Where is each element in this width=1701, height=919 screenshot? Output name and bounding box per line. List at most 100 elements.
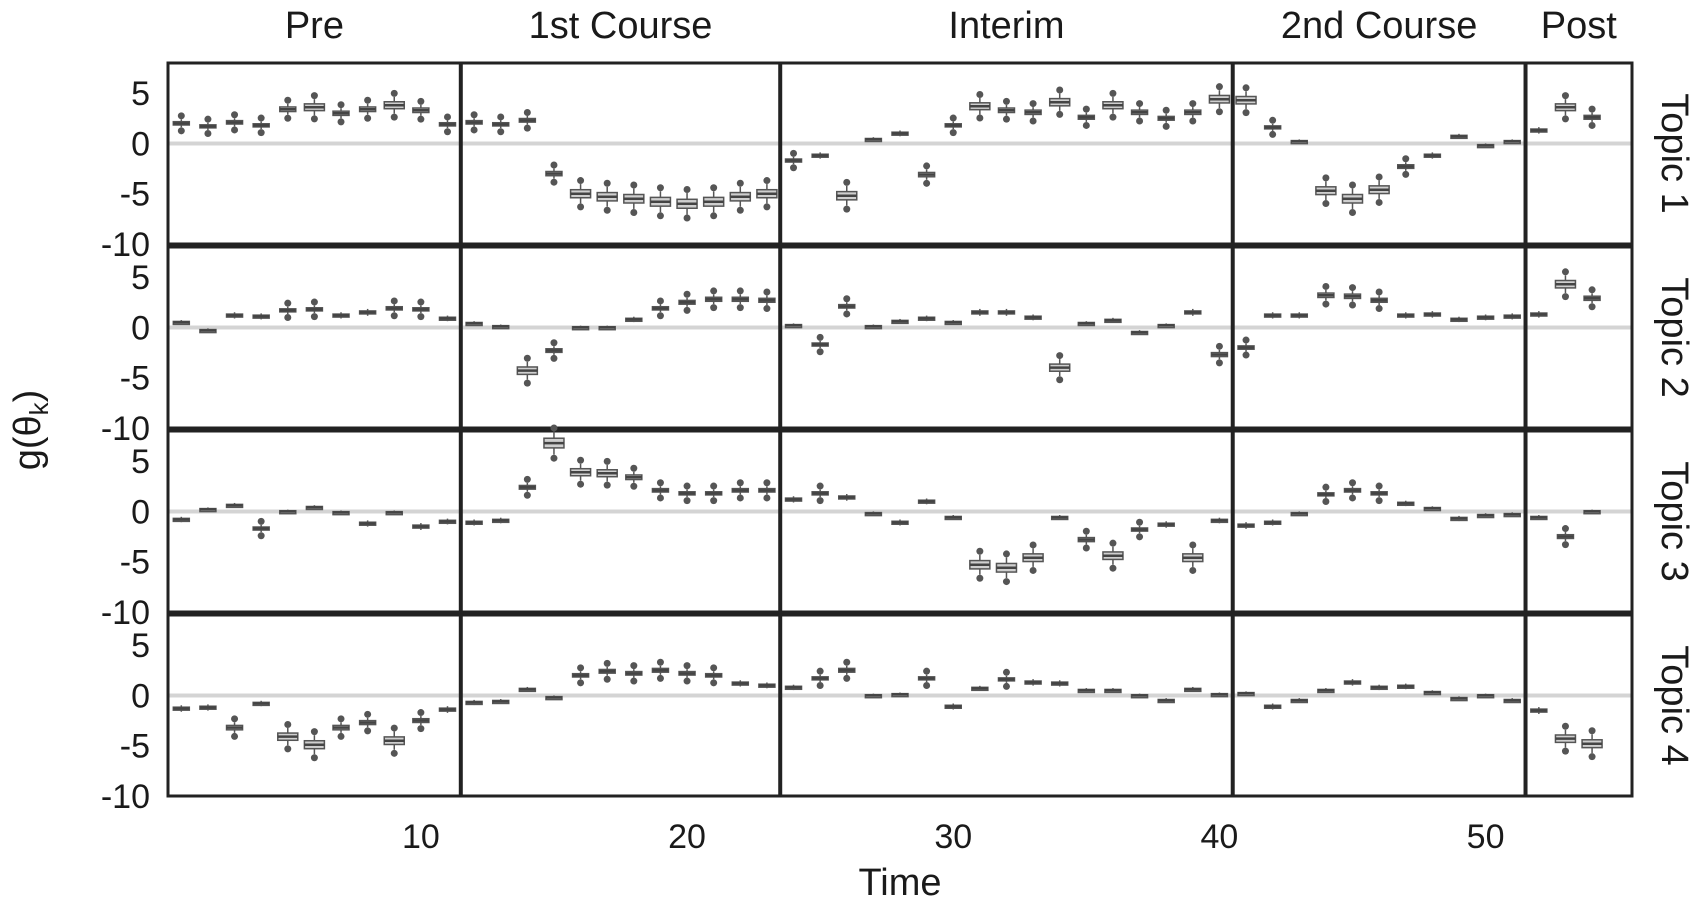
box-outlier bbox=[310, 298, 318, 306]
box-outlier bbox=[257, 129, 265, 137]
box-outlier bbox=[364, 727, 372, 735]
box-outlier bbox=[310, 92, 318, 100]
box-outlier bbox=[1056, 376, 1064, 384]
box-outlier bbox=[470, 126, 478, 134]
box-outlier bbox=[710, 287, 718, 295]
box-outlier bbox=[630, 482, 638, 490]
box-outlier bbox=[1561, 747, 1569, 755]
box-outlier bbox=[337, 101, 345, 109]
box-outlier bbox=[630, 208, 638, 216]
box-outlier bbox=[390, 749, 398, 757]
box-outlier bbox=[736, 206, 744, 214]
box-outlier bbox=[1349, 479, 1357, 487]
box-outlier bbox=[1002, 115, 1010, 123]
box-outlier bbox=[1561, 722, 1569, 730]
phase-title-layer: Pre 1st Course Interim 2nd Course Post bbox=[285, 5, 1617, 47]
box-outlier bbox=[630, 677, 638, 685]
box-outlier bbox=[656, 658, 664, 666]
box-outlier bbox=[683, 290, 691, 298]
row-label: Topic 3 bbox=[1653, 461, 1695, 581]
box-outlier bbox=[1349, 301, 1357, 309]
box-outlier bbox=[390, 89, 398, 97]
row-label: Topic 1 bbox=[1653, 93, 1695, 213]
y-axis-label: g(θk) bbox=[7, 390, 54, 471]
box-outlier bbox=[1002, 578, 1010, 586]
box-outlier bbox=[1322, 300, 1330, 308]
box-outlier bbox=[1082, 121, 1090, 129]
box-outlier bbox=[417, 725, 425, 733]
box-outlier bbox=[736, 179, 744, 187]
box-outlier bbox=[710, 212, 718, 220]
box-outlier bbox=[683, 306, 691, 314]
box-outlier bbox=[1162, 106, 1170, 114]
phase-title: 1st Course bbox=[529, 5, 713, 47]
box-outlier bbox=[843, 658, 851, 666]
panel-frame bbox=[166, 429, 1634, 614]
x-tick-label: 30 bbox=[934, 818, 972, 856]
box-outlier bbox=[1349, 181, 1357, 189]
phase-title: Interim bbox=[948, 5, 1064, 47]
box-outlier bbox=[1189, 541, 1197, 549]
box-outlier bbox=[231, 111, 239, 119]
box-outlier bbox=[310, 754, 318, 762]
box-outlier bbox=[417, 97, 425, 105]
y-tick-label: 5 bbox=[131, 259, 150, 297]
y-tick-label: 0 bbox=[131, 677, 150, 715]
box-outlier bbox=[816, 482, 824, 490]
box-outlier bbox=[1322, 174, 1330, 182]
box-outlier bbox=[683, 497, 691, 505]
box-outlier bbox=[417, 313, 425, 321]
box-outlier bbox=[284, 745, 292, 753]
box-outlier bbox=[1029, 117, 1037, 125]
box-outlier bbox=[1029, 541, 1037, 549]
box-outlier bbox=[284, 96, 292, 104]
box-outlier bbox=[843, 205, 851, 213]
box-outlier bbox=[1242, 336, 1250, 344]
box-outlier bbox=[1561, 268, 1569, 276]
phase-title: Pre bbox=[285, 5, 344, 47]
box-outlier bbox=[284, 314, 292, 322]
box-outlier bbox=[231, 732, 239, 740]
x-tick-label: 40 bbox=[1201, 818, 1239, 856]
box-outlier bbox=[204, 115, 212, 123]
box-outlier bbox=[577, 456, 585, 464]
box-outlier bbox=[1561, 525, 1569, 533]
box-outlier bbox=[390, 312, 398, 320]
box-outlier bbox=[1189, 117, 1197, 125]
box-outlier bbox=[603, 659, 611, 667]
box-outlier bbox=[1375, 497, 1383, 505]
box-outlier bbox=[1002, 97, 1010, 105]
box-outlier bbox=[1002, 668, 1010, 676]
box-outlier bbox=[683, 214, 691, 222]
box-outlier bbox=[1242, 84, 1250, 92]
y-tick-label: 5 bbox=[131, 75, 150, 113]
box-outlier bbox=[1082, 527, 1090, 535]
box-outlier bbox=[497, 113, 505, 121]
box-outlier bbox=[816, 682, 824, 690]
box-outlier bbox=[284, 299, 292, 307]
box-outlier bbox=[683, 482, 691, 490]
box-outlier bbox=[710, 304, 718, 312]
box-outlier bbox=[683, 186, 691, 194]
y-tick-label: -10 bbox=[101, 778, 150, 816]
x-tick-label: 10 bbox=[402, 818, 440, 856]
box-outlier bbox=[1215, 108, 1223, 116]
box-outlier bbox=[1322, 282, 1330, 290]
box-outlier bbox=[310, 313, 318, 321]
box-outlier bbox=[1349, 284, 1357, 292]
box-outlier bbox=[816, 348, 824, 356]
box-outlier bbox=[843, 295, 851, 303]
box-outlier bbox=[656, 674, 664, 682]
box-outlier bbox=[1056, 110, 1064, 118]
box-outlier bbox=[763, 479, 771, 487]
box-outlier bbox=[976, 574, 984, 582]
box-outlier bbox=[390, 297, 398, 305]
box-outlier bbox=[736, 304, 744, 312]
x-tick-label: 50 bbox=[1467, 818, 1505, 856]
box-outlier bbox=[630, 662, 638, 670]
box-outlier bbox=[1242, 351, 1250, 359]
box-outlier bbox=[603, 179, 611, 187]
y-tick-label: -5 bbox=[120, 176, 150, 214]
row-label: Topic 2 bbox=[1653, 277, 1695, 397]
